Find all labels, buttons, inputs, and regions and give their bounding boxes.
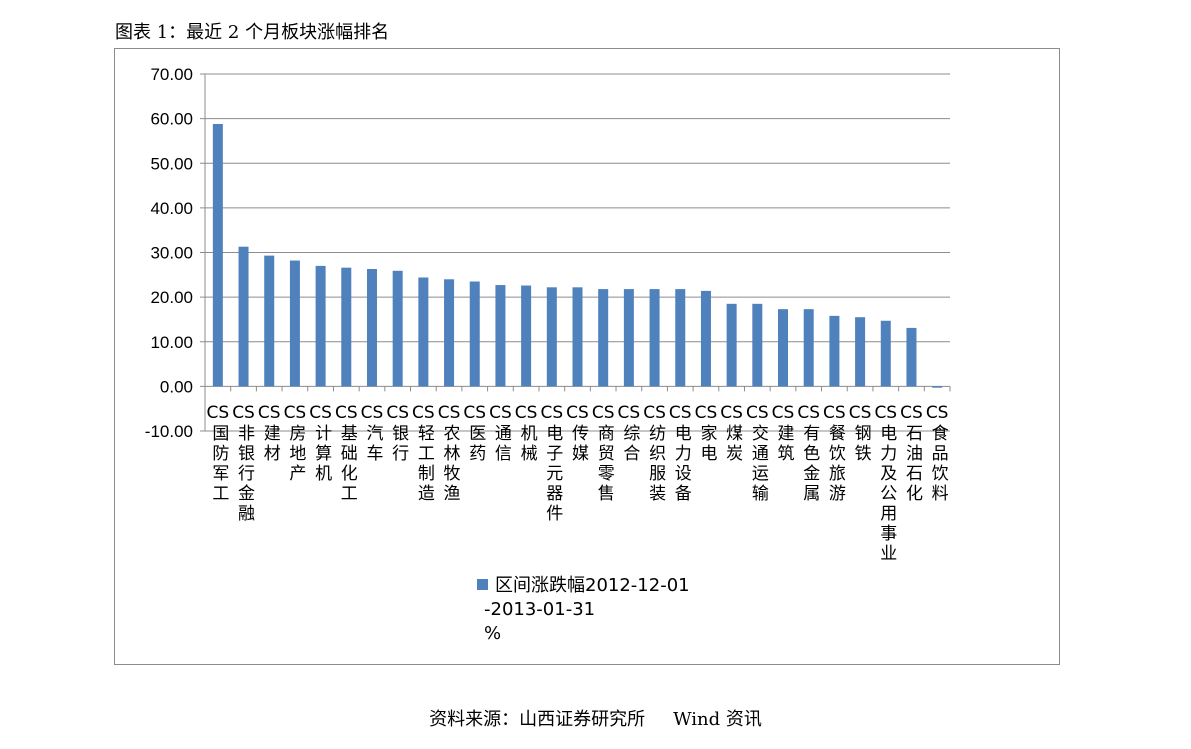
bar — [469, 281, 480, 387]
x-tick-label: CS 有色金属 — [797, 403, 820, 504]
x-tick-label: CS 机械 — [515, 403, 538, 464]
bar — [444, 279, 455, 387]
bar — [264, 255, 275, 387]
x-tick-label: CS 非银行金融 — [232, 403, 255, 524]
x-tick-label: CS 电力设备 — [669, 403, 692, 504]
y-tick-label: 20.00 — [150, 288, 193, 307]
bar — [521, 285, 532, 387]
y-tick-label: 30.00 — [150, 244, 193, 263]
y-tick-label: -10.00 — [145, 422, 193, 441]
x-tick-label: CS 纺织服装 — [643, 403, 666, 504]
x-tick-label: CS 汽车 — [361, 403, 384, 464]
bar — [855, 317, 866, 387]
bar — [238, 246, 249, 387]
source-line: 资料来源：山西证券研究所 Wind 资讯 — [0, 705, 1191, 731]
chart-frame: 70.00 60.00 50.00 40.00 30.00 20.00 10.00 0.00 -… — [114, 48, 1060, 665]
bar — [778, 309, 789, 387]
x-tick-label: CS 钢铁 — [849, 403, 872, 464]
y-tick-label: 70.00 — [150, 65, 193, 84]
x-tick-label: CS 计算机 — [309, 403, 332, 484]
bar — [546, 287, 557, 387]
legend-swatch — [477, 579, 488, 590]
bar — [418, 277, 429, 387]
bar — [392, 270, 403, 387]
bar — [803, 309, 814, 387]
legend-label: 区间涨跌幅2012-12-01 — [495, 575, 690, 596]
x-tick-label: CS 建材 — [258, 403, 281, 464]
bar — [495, 285, 506, 387]
bar — [932, 386, 943, 388]
bar — [315, 265, 326, 387]
x-tick-label: CS 医药 — [463, 403, 486, 464]
source-vendor: Wind 资讯 — [673, 709, 762, 730]
y-tick-label: 60.00 — [150, 110, 193, 129]
bar — [700, 290, 711, 387]
y-tick-label: 50.00 — [150, 154, 193, 173]
legend-label: -2013-01-31 — [484, 599, 595, 620]
x-tick-label: CS 房地产 — [284, 403, 307, 484]
x-tick-label: CS 传媒 — [566, 403, 589, 464]
bar — [675, 289, 686, 387]
x-tick-label: CS 建筑 — [772, 403, 795, 464]
x-tick-label: CS 煤炭 — [720, 403, 743, 464]
y-tick-label: 10.00 — [150, 333, 193, 352]
x-tick-label: CS 交通运输 — [746, 403, 769, 504]
source-label: 资料来源：山西证券研究所 — [429, 709, 646, 730]
y-tick-label: 40.00 — [150, 199, 193, 218]
x-tick-label: CS 通信 — [489, 403, 512, 464]
bar — [649, 289, 660, 387]
x-tick-label: CS 综合 — [618, 403, 641, 464]
figure-title: 图表 1：最近 2 个月板块涨幅排名 — [115, 22, 390, 43]
x-tick-label: CS 食品饮料 — [926, 403, 949, 504]
y-tick-label: 0.00 — [160, 377, 193, 396]
bar — [726, 303, 737, 387]
bar — [829, 315, 840, 387]
bar — [623, 289, 634, 387]
bar — [880, 320, 891, 387]
x-tick-label: CS 商贸零售 — [592, 403, 615, 504]
bar — [906, 327, 917, 387]
x-tick-label: CS 轻工制造 — [412, 403, 435, 504]
bar — [366, 269, 377, 387]
legend-label: % — [484, 623, 501, 644]
x-tick-label: CS 石油石化 — [900, 403, 923, 504]
bar — [572, 287, 583, 387]
x-tick-label: CS 电力及公用事业 — [874, 403, 897, 564]
x-tick-label: CS 农林牧渔 — [438, 403, 461, 504]
bar — [598, 289, 609, 387]
x-tick-label: CS 银行 — [386, 403, 409, 464]
x-tick-label: CS 基础化工 — [335, 403, 358, 504]
x-tick-label: CS 电子元器件 — [540, 403, 563, 524]
bar — [341, 267, 352, 387]
bar — [212, 123, 223, 387]
x-tick-label: CS 国防军工 — [207, 403, 230, 504]
bar — [752, 303, 763, 387]
x-tick-label: CS 家电 — [695, 403, 718, 464]
x-tick-label: CS 餐饮旅游 — [823, 403, 846, 504]
bar — [289, 260, 300, 387]
bar-chart: 70.00 60.00 50.00 40.00 30.00 20.00 10.00 0.00 -… — [145, 65, 951, 644]
